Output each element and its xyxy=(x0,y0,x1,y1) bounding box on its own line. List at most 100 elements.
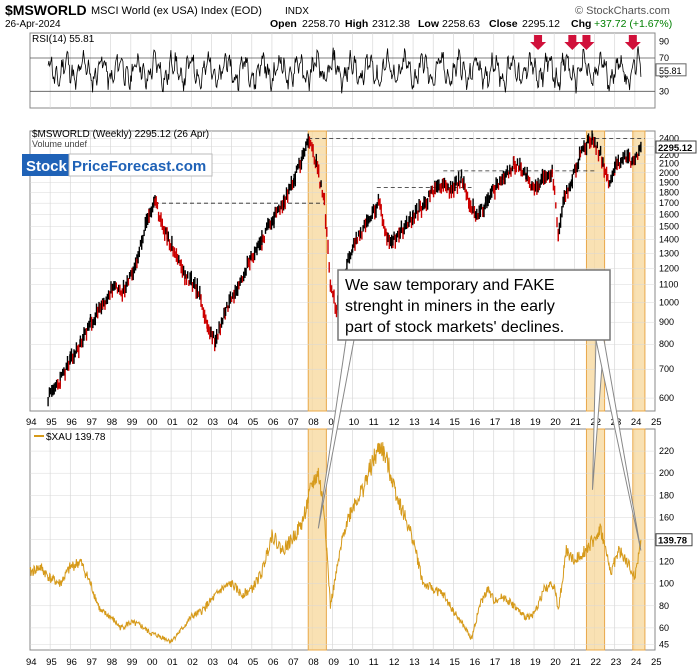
annotation-line-1: We saw temporary and FAKE xyxy=(345,277,555,294)
annotation-callout: We saw temporary and FAKE strenght in mi… xyxy=(337,269,611,341)
x-tick-label-bottom: 19 xyxy=(530,657,541,668)
x-tick-label-bottom: 16 xyxy=(470,657,481,668)
x-tick-label-mid: 10 xyxy=(349,417,360,428)
signal-arrow-icon xyxy=(578,35,595,50)
high-value: 2312.38 xyxy=(372,18,410,30)
chg-label: Chg xyxy=(571,18,591,30)
x-tick-label-mid: 98 xyxy=(107,417,118,428)
xau-y-tick-label: 220 xyxy=(659,446,674,456)
x-tick-label-bottom: 15 xyxy=(449,657,460,668)
x-tick-label-mid: 96 xyxy=(66,417,77,428)
x-tick-label-mid: 12 xyxy=(389,417,400,428)
price-y-tick-label: 900 xyxy=(659,317,674,327)
rsi-last-value-box xyxy=(655,63,687,77)
x-tick-label-mid: 08 xyxy=(308,417,319,428)
x-tick-label-bottom: 00 xyxy=(147,657,158,668)
x-tick-label-mid: 13 xyxy=(409,417,420,428)
price-y-tick-label: 700 xyxy=(659,364,674,374)
exchange-label: INDX xyxy=(285,6,309,17)
open-label: Open xyxy=(270,18,297,30)
x-tick-label-mid: 99 xyxy=(127,417,138,428)
x-tick-label-bottom: 04 xyxy=(228,657,239,668)
xau-y-tick-label: 80 xyxy=(659,601,669,611)
price-y-tick-label: 2100 xyxy=(659,159,679,169)
open-value: 2258.70 xyxy=(302,18,340,30)
rsi-panel-frame xyxy=(29,32,656,109)
price-y-tick-label: 1300 xyxy=(659,248,679,258)
header-date: 26-Apr-2024 xyxy=(5,19,61,30)
xau-y-tick-label: 100 xyxy=(659,579,674,589)
x-tick-label-bottom: 21 xyxy=(570,657,581,668)
x-tick-label-mid: 17 xyxy=(490,417,501,428)
x-tick-label-bottom: 06 xyxy=(268,657,279,668)
x-tick-label-mid: 20 xyxy=(550,417,561,428)
price-highlight-period xyxy=(632,130,646,412)
x-tick-label-mid: 25 xyxy=(651,417,662,428)
xau-last-value-label: 139.78 xyxy=(658,536,687,547)
x-tick-label-mid: 94 xyxy=(26,417,37,428)
x-tick-label-bottom: 24 xyxy=(631,657,642,668)
x-tick-label-bottom: 99 xyxy=(127,657,138,668)
rsi-y-tick-label: 30 xyxy=(659,86,669,96)
price-y-tick-label: 1400 xyxy=(659,235,679,245)
price-y-tick-label: 1500 xyxy=(659,222,679,232)
price-y-tick-label: 1100 xyxy=(659,280,678,290)
x-tick-label-bottom: 20 xyxy=(550,657,561,668)
x-tick-label-bottom: 01 xyxy=(167,657,178,668)
x-tick-label-mid: 18 xyxy=(510,417,521,428)
price-y-tick-label: 800 xyxy=(659,339,674,349)
x-tick-label-bottom: 03 xyxy=(207,657,218,668)
x-tick-label-bottom: 98 xyxy=(107,657,118,668)
high-label: High xyxy=(345,18,368,30)
x-tick-label-mid: 04 xyxy=(228,417,239,428)
x-tick-label-bottom: 95 xyxy=(46,657,57,668)
xau-y-tick-label: 120 xyxy=(659,557,674,567)
x-tick-label-mid: 07 xyxy=(288,417,299,428)
price-panel-subtitle: Volume undef xyxy=(32,139,88,149)
price-y-tick-label: 600 xyxy=(659,393,674,403)
x-tick-label-mid: 06 xyxy=(268,417,279,428)
x-tick-label-bottom: 02 xyxy=(187,657,198,668)
x-tick-label-mid: 02 xyxy=(187,417,198,428)
x-tick-label-mid: 24 xyxy=(631,417,642,428)
signal-arrow-icon xyxy=(564,35,581,50)
xau-panel-title: $XAU 139.78 xyxy=(46,432,106,443)
x-tick-label-bottom: 07 xyxy=(288,657,299,668)
price-y-tick-label: 1200 xyxy=(659,263,679,273)
x-tick-label-mid: 01 xyxy=(167,417,178,428)
price-y-tick-label: 1900 xyxy=(659,177,679,187)
logo-text-stock: Stock xyxy=(26,158,68,175)
x-tick-label-bottom: 09 xyxy=(328,657,339,668)
price-last-value-box xyxy=(655,140,697,154)
signal-arrow-icon xyxy=(624,35,641,50)
priceforecast-logo: Stock PriceForecast.com xyxy=(22,153,213,177)
stockcharts-brand: © StockCharts.com xyxy=(575,5,670,17)
price-y-tick-label: 1600 xyxy=(659,210,679,220)
price-panel-title: $MSWORLD (Weekly) 2295.12 (26 Apr) xyxy=(32,129,209,140)
chg-value: +37.72 (+1.67%) xyxy=(594,18,672,30)
x-tick-label-bottom: 12 xyxy=(389,657,400,668)
x-tick-label-mid: 03 xyxy=(207,417,218,428)
annotation-line-3: part of stock markets' declines. xyxy=(345,319,564,336)
x-tick-label-mid: 95 xyxy=(46,417,57,428)
low-value: 2258.63 xyxy=(442,18,480,30)
rsi-title: RSI(14) 55.81 xyxy=(32,34,95,45)
xau-last-value-box xyxy=(655,533,693,547)
xau-y-tick-label: 180 xyxy=(659,490,674,500)
x-tick-label-mid: 11 xyxy=(369,417,379,428)
rsi-line xyxy=(47,46,642,94)
price-y-tick-label: 2000 xyxy=(659,168,679,178)
x-tick-label-mid: 16 xyxy=(470,417,481,428)
price-y-tick-label: 1000 xyxy=(659,297,679,307)
rsi-last-value-label: 55.81 xyxy=(659,66,682,76)
x-tick-label-bottom: 97 xyxy=(86,657,97,668)
x-tick-label-bottom: 10 xyxy=(349,657,360,668)
price-last-value-label: 2295.12 xyxy=(658,143,692,154)
x-tick-label-mid: 19 xyxy=(530,417,541,428)
chart-panels: 30507090RSI(14) 55.8155.8160070080090010… xyxy=(26,32,697,668)
x-tick-label-bottom: 96 xyxy=(66,657,77,668)
xau-y-tick-label: 160 xyxy=(659,512,674,522)
xau-line xyxy=(29,442,642,645)
x-tick-label-mid: 97 xyxy=(86,417,97,428)
